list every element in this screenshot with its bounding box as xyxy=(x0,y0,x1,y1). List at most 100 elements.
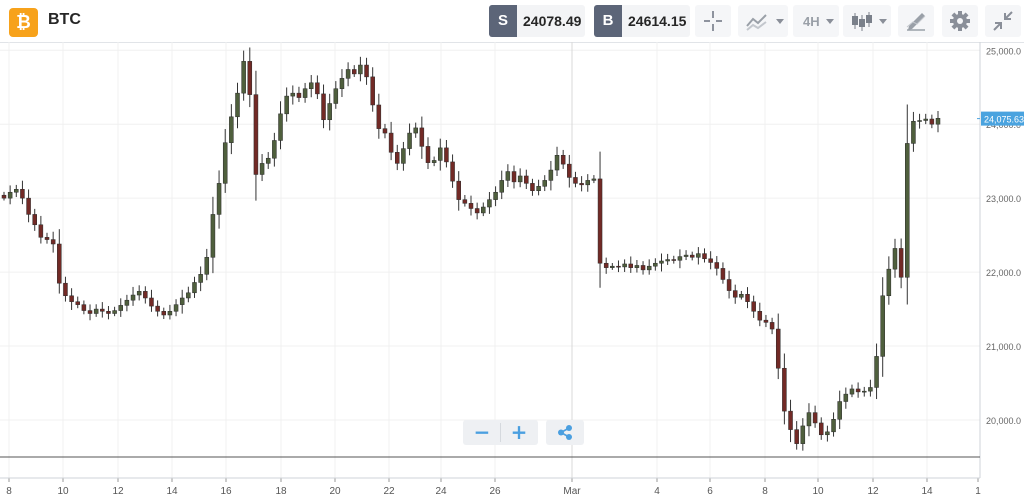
y-tick-label: 20,000.0 xyxy=(986,416,1021,426)
buy-button[interactable]: B 24614.15 xyxy=(594,5,690,37)
candle-body xyxy=(597,178,603,264)
candle-body xyxy=(14,189,19,193)
sell-button[interactable]: S 24078.49 xyxy=(489,5,585,37)
candle-body xyxy=(542,180,547,187)
candle-body xyxy=(247,61,253,95)
chart-type-button[interactable] xyxy=(738,5,788,37)
timeframe-dropdown[interactable]: 4H xyxy=(793,5,839,37)
candle-body xyxy=(788,410,793,430)
price-chart[interactable]: 20,000.021,000.022,000.023,000.024,000.0… xyxy=(0,42,1024,504)
candle-body xyxy=(487,199,492,208)
candle-body xyxy=(296,92,302,98)
candle-body xyxy=(530,183,535,192)
candle-body xyxy=(425,146,431,163)
candle-body xyxy=(259,163,265,175)
gear-icon xyxy=(950,11,970,31)
chart-labels: 20,000.021,000.022,000.023,000.024,000.0… xyxy=(6,46,1024,497)
y-tick-label: 21,000.0 xyxy=(986,342,1021,352)
candle-body xyxy=(222,142,228,184)
collapse-button[interactable] xyxy=(985,5,1021,37)
candle-body xyxy=(659,260,664,264)
candle-body xyxy=(493,191,498,200)
zoom-in-button[interactable]: + xyxy=(510,420,528,444)
candle-body xyxy=(149,297,154,307)
candle-body xyxy=(93,308,99,314)
x-tick-label: 10 xyxy=(57,486,69,497)
zoom-out-button[interactable]: − xyxy=(473,420,491,444)
candle-body xyxy=(935,118,941,125)
candle-body xyxy=(253,94,259,175)
candle-body xyxy=(130,294,136,301)
buy-price: 24614.15 xyxy=(628,13,687,29)
candle-series xyxy=(1,47,941,451)
candle-body xyxy=(272,140,277,159)
candle-body xyxy=(800,425,806,444)
candle-body xyxy=(364,64,369,78)
settings-button[interactable] xyxy=(942,5,978,37)
y-tick-label: 23,000.0 xyxy=(986,194,1021,204)
candle-body xyxy=(278,113,283,141)
candle-body xyxy=(696,253,701,258)
candle-body xyxy=(843,393,849,402)
draw-button[interactable] xyxy=(898,5,934,37)
candle-body xyxy=(573,177,578,184)
candle-body xyxy=(763,319,769,323)
candle-body xyxy=(167,311,173,316)
candle-body xyxy=(358,64,363,75)
share-button[interactable] xyxy=(546,420,584,445)
candle-body xyxy=(819,422,824,436)
candle-body xyxy=(825,431,830,436)
candle-body xyxy=(499,180,504,193)
candle-body xyxy=(50,239,56,245)
candle-body xyxy=(112,310,117,314)
candle-body xyxy=(474,208,480,214)
candle-body xyxy=(468,203,474,209)
candle-body xyxy=(794,429,799,444)
candle-body xyxy=(100,308,105,312)
chart-axes xyxy=(0,42,981,482)
candle-body xyxy=(44,237,50,240)
y-tick-label: 25,000.0 xyxy=(986,46,1021,56)
candle-body xyxy=(235,92,240,118)
candle-body xyxy=(708,258,713,263)
candle-body xyxy=(339,78,345,89)
timeframe-label: 4H xyxy=(803,14,820,29)
candle-body xyxy=(677,256,683,261)
candle-body xyxy=(198,274,203,283)
candle-body xyxy=(665,259,670,262)
candle-body xyxy=(456,180,461,200)
candle-body xyxy=(511,171,517,183)
candle-body xyxy=(554,155,560,171)
candle-body xyxy=(284,95,289,115)
candle-body xyxy=(370,76,375,106)
candle-body xyxy=(173,304,179,312)
candle-body xyxy=(751,301,756,312)
candle-body xyxy=(26,197,31,215)
crosshair-button[interactable] xyxy=(695,5,731,37)
candle-body xyxy=(653,262,658,267)
candle-body xyxy=(32,214,37,226)
x-tick-label: 14 xyxy=(166,486,178,497)
candle-body xyxy=(720,268,726,280)
candle-body xyxy=(524,175,529,184)
candle-body xyxy=(923,118,928,121)
toolbar: ₿ BTC S 24078.49 B 24614.15 4H xyxy=(0,0,1024,43)
chart-grid xyxy=(0,42,980,478)
candle-style-button[interactable] xyxy=(843,5,891,37)
candle-body xyxy=(868,387,873,392)
bitcoin-icon: ₿ xyxy=(9,8,38,37)
candle-body xyxy=(548,169,554,181)
candle-body xyxy=(640,265,646,271)
sell-price: 24078.49 xyxy=(523,13,582,29)
candle-body xyxy=(610,265,615,268)
candle-body xyxy=(898,248,904,278)
x-tick-label: 1 xyxy=(975,486,981,497)
candle-body xyxy=(616,265,621,268)
candle-body xyxy=(732,290,738,298)
candle-body xyxy=(579,183,584,186)
candle-body xyxy=(75,301,80,305)
candle-body xyxy=(333,88,339,104)
candle-body xyxy=(63,282,68,297)
x-tick-label: 16 xyxy=(220,486,232,497)
candle-body xyxy=(622,263,627,268)
